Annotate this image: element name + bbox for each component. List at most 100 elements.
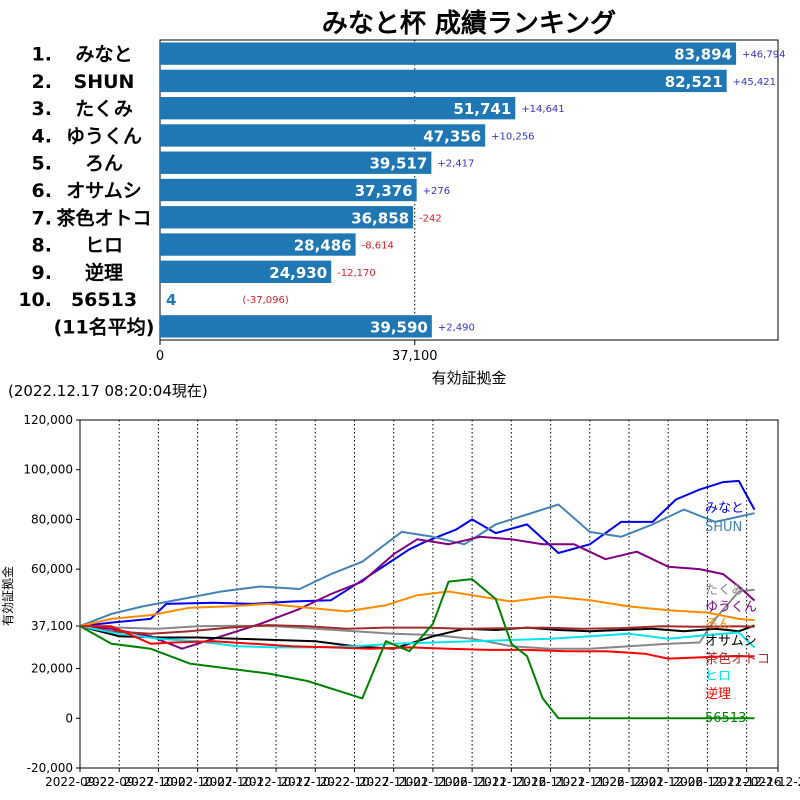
bar-chart-title: みなと杯 成績ランキング <box>322 9 616 39</box>
rank-name: みなと <box>75 44 132 66</box>
bar <box>160 206 414 229</box>
series-end-label: ろん <box>705 617 731 632</box>
line-x-tick-label: 2022-09-27 <box>84 775 154 789</box>
bar-value-label: 36,858 <box>351 209 409 227</box>
rank-name: オサムシ <box>66 180 142 202</box>
bar <box>160 233 356 256</box>
rank-name: SHUN <box>74 71 135 93</box>
line-y-tick-label: 80,000 <box>31 512 73 526</box>
line-x-tick-label: 2022-09-22 <box>45 775 115 789</box>
bar-diff-label: +46,794 <box>742 50 785 61</box>
series-line <box>79 590 755 628</box>
line-x-tick-label: 2022-10-27 <box>320 775 390 789</box>
bar-value-label: 37,376 <box>355 182 413 200</box>
bar-diff-label: +2,417 <box>437 159 474 170</box>
timestamp-label: (2022.12.17 08:20:04現在) <box>8 382 208 400</box>
series-line <box>79 624 755 635</box>
series-line <box>79 625 755 660</box>
bar-diff-label: +45,421 <box>733 77 776 88</box>
line-y-tick-label: 0 <box>65 711 73 725</box>
line-x-tick-label: 2022-11-26 <box>555 775 625 789</box>
ranking-bar-chart: 0 37,100 1. みなと 83,894 +46,794 2. SHUN 82,521 +45… <box>18 39 785 364</box>
rank-number: 7. <box>32 207 52 229</box>
bar-x-tick-label: 0 <box>156 349 164 364</box>
line-x-tick-label: 2022-12-20 <box>743 775 800 789</box>
bar <box>160 151 432 174</box>
rank-number: 10. <box>18 289 52 311</box>
bar-diff-label: -242 <box>419 213 442 224</box>
bar-diff-label: +276 <box>423 186 450 197</box>
series-line <box>79 503 755 628</box>
line-x-tick-label: 2022-10-12 <box>202 775 272 789</box>
rank-name: 56513 <box>71 289 137 311</box>
series-end-label: オサムシ <box>705 634 757 649</box>
series-line <box>79 578 755 720</box>
bar-diff-label: +10,256 <box>491 131 534 142</box>
bar <box>160 178 417 202</box>
line-x-tick-label: 2022-11-16 <box>476 775 546 789</box>
series-end-label: ヒロ <box>705 669 731 684</box>
rank-name: 茶色オトコ <box>56 206 151 229</box>
bar-value-label: 39,517 <box>369 155 427 173</box>
bar <box>160 42 737 65</box>
line-y-tick-label: 60,000 <box>31 562 73 576</box>
line-x-tick-label: 2022-11-21 <box>516 775 586 789</box>
bar-chart-xlabel: 有効証拠金 <box>431 369 506 387</box>
line-x-tick-label: 2022-12-01 <box>594 775 664 789</box>
rank-number: 1. <box>32 44 52 66</box>
bar-diff-label: -12,170 <box>337 268 376 279</box>
bar-value-label: 83,894 <box>674 46 732 64</box>
line-x-tick-label: 2022-12-16 <box>712 775 782 789</box>
equity-line-chart: 2022-09-222022-09-272022-10-022022-10-07… <box>23 413 800 789</box>
bar-value-label: 47,356 <box>423 127 481 145</box>
line-x-tick-label: 2022-11-06 <box>398 775 468 789</box>
series-end-label: 逆理 <box>705 686 731 702</box>
bar-diff-label: +14,641 <box>521 104 564 115</box>
bar <box>160 69 727 93</box>
line-x-tick-label: 2022-10-22 <box>280 775 350 789</box>
rank-number: 6. <box>32 180 52 202</box>
rank-name: (11名平均) <box>54 315 155 338</box>
rank-number: 4. <box>32 125 52 147</box>
line-x-tick-label: 2022-10-02 <box>124 775 194 789</box>
line-y-tick-label: 120,000 <box>23 413 73 427</box>
line-plot-frame <box>79 419 779 769</box>
series-line <box>79 479 756 628</box>
line-y-tick-label: 37,100 <box>31 619 73 633</box>
rank-name: たくみ <box>75 98 133 120</box>
bar-value-label: 39,590 <box>370 318 428 336</box>
rank-number: 8. <box>32 235 52 257</box>
bar-value-label: 82,521 <box>665 73 723 91</box>
bar-value-label: 24,930 <box>269 264 327 282</box>
line-y-tick-label: 100,000 <box>23 463 73 477</box>
bar-value-label: 51,741 <box>453 100 511 118</box>
line-y-tick-label: 20,000 <box>31 662 73 676</box>
rank-number: 3. <box>32 98 52 120</box>
bar-diff-label: +2,490 <box>438 322 475 333</box>
bar <box>160 260 332 283</box>
rank-name: ゆうくん <box>66 125 142 147</box>
rank-name: ヒロ <box>85 235 123 257</box>
bar <box>160 315 432 338</box>
line-x-tick-label: 2022-12-06 <box>633 775 703 789</box>
line-x-tick-label: 2022-11-01 <box>359 775 429 789</box>
series-line <box>79 588 755 650</box>
line-x-tick-label: 2022-11-11 <box>437 775 507 789</box>
line-y-tick-label: -20,000 <box>27 761 73 775</box>
bar-x-tick-label: 37,100 <box>392 349 438 364</box>
rank-number: 5. <box>32 153 52 175</box>
bar <box>160 124 486 147</box>
bar-value-label: 4 <box>166 291 176 309</box>
series-end-label: 56513 <box>705 711 746 726</box>
series-end-label: みなと <box>705 501 744 516</box>
series-end-label: 茶色オトコ <box>705 651 770 667</box>
bar <box>160 97 516 120</box>
line-x-tick-label: 2022-10-17 <box>241 775 311 789</box>
rank-name: ろん <box>85 153 123 175</box>
bar-diff-label: -8,614 <box>362 241 394 252</box>
series-end-label: ゆうくん <box>705 600 757 615</box>
line-chart-ylabel: 有効証拠金 <box>0 566 15 626</box>
bar-value-label: 28,486 <box>294 237 352 255</box>
bar-diff-label: (-37,096) <box>242 295 289 306</box>
